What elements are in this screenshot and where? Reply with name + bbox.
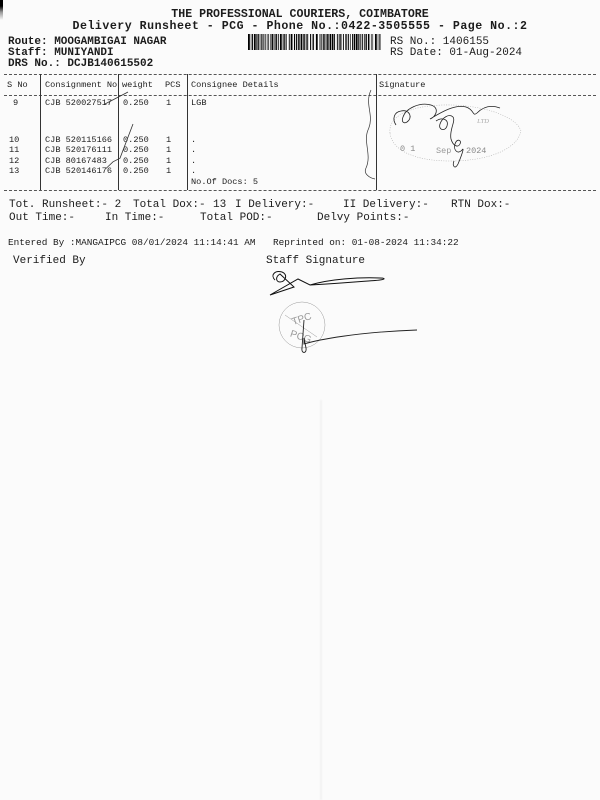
svg-text:Sep: Sep xyxy=(436,146,451,156)
svg-text:LTD: LTD xyxy=(476,118,489,125)
svg-text:0 1: 0 1 xyxy=(400,144,415,154)
svg-text:PCG: PCG xyxy=(289,329,313,346)
svg-text:2024: 2024 xyxy=(466,146,486,156)
svg-text:TPC: TPC xyxy=(291,311,313,328)
